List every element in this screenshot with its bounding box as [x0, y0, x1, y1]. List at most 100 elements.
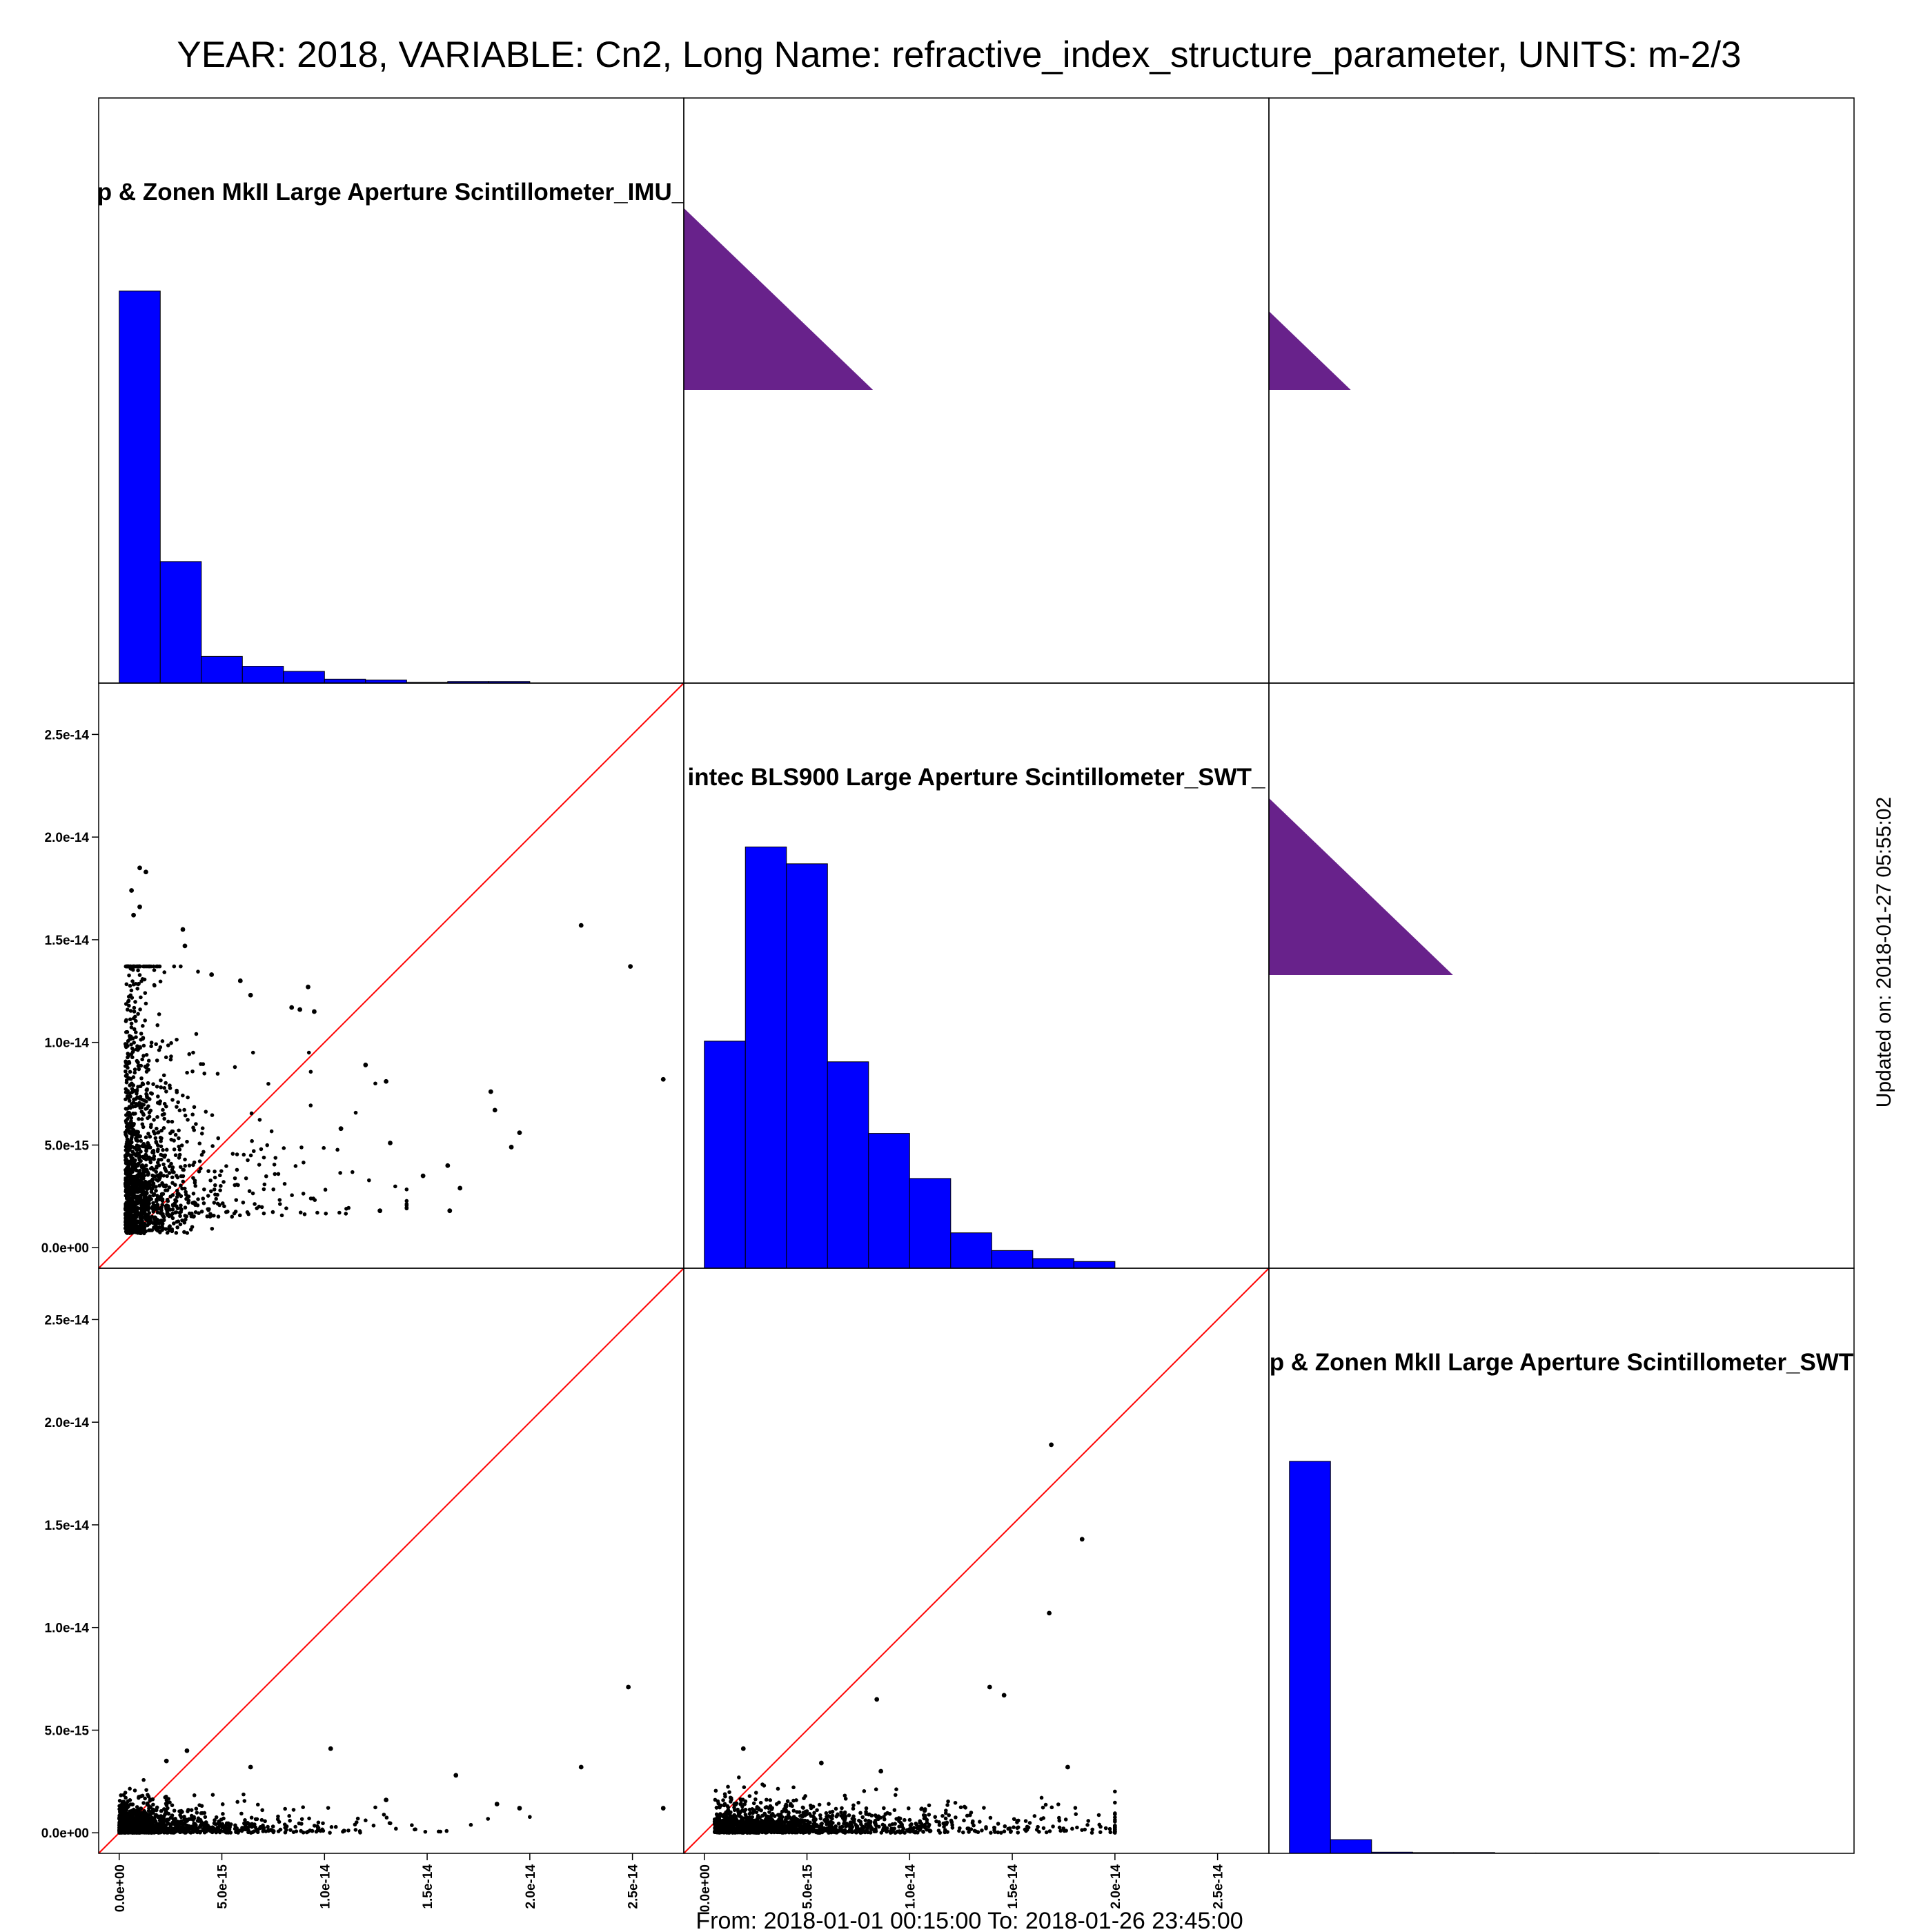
scatter-point: [1016, 1831, 1021, 1835]
scatter-point: [1083, 1827, 1087, 1832]
y-tick-label: 1.5e-14: [45, 1519, 90, 1533]
scatter-point: [139, 1076, 144, 1081]
scatter-point: [152, 1132, 157, 1136]
scatter-point: [780, 1827, 785, 1832]
scatter-point: [996, 1822, 1000, 1826]
scatter-point: [801, 1811, 806, 1815]
scatter-point: [140, 1185, 144, 1190]
scatter-point: [164, 1184, 168, 1189]
scatter-point: [182, 1107, 186, 1112]
scatter-point: [834, 1828, 839, 1833]
scatter-point: [183, 1157, 187, 1162]
scatter-point: [144, 1070, 149, 1074]
scatter-point: [158, 1174, 163, 1179]
scatter-point: [166, 1213, 170, 1217]
scatter-point: [128, 1211, 133, 1216]
scatter-point: [302, 1161, 306, 1165]
scatter-point: [125, 1072, 129, 1077]
scatter-point: [1008, 1830, 1013, 1834]
scatter-point: [135, 1176, 140, 1181]
scatter-point: [298, 1210, 303, 1215]
scatter-point: [756, 1806, 761, 1811]
scatter-point: [190, 1829, 195, 1834]
scatter-point: [125, 1801, 129, 1806]
scatter-point: [312, 1009, 317, 1014]
scatter-point: [233, 1210, 238, 1214]
scatter-point: [732, 1802, 737, 1806]
scatter-point: [768, 1804, 773, 1808]
scatter-point: [927, 1828, 931, 1833]
scatter-point: [150, 1165, 154, 1170]
scatter-point: [135, 1147, 140, 1152]
scatter-point: [893, 1831, 898, 1835]
scatter-point: [1012, 1817, 1016, 1822]
scatter-point: [157, 1814, 161, 1819]
scatter-point: [189, 1808, 194, 1813]
scatter-point: [737, 1775, 741, 1780]
scatter-point: [800, 1813, 805, 1817]
scatter-point: [388, 1821, 393, 1826]
scatter-point: [989, 1831, 993, 1835]
scatter-point: [961, 1830, 965, 1835]
scatter-point: [135, 964, 139, 969]
scatter-point: [251, 1829, 255, 1834]
scatter-point: [188, 1829, 192, 1834]
scatter-point: [203, 1815, 208, 1820]
scatter-point: [133, 1158, 137, 1163]
scatter-point: [157, 1183, 161, 1188]
scatter-point: [153, 1814, 157, 1819]
scatter-point: [161, 1174, 166, 1178]
scatter-point: [126, 1007, 130, 1012]
scatter-point: [151, 1802, 155, 1807]
scatter-point: [194, 1806, 199, 1811]
scatter-point: [838, 1828, 842, 1832]
scatter-point: [842, 1811, 847, 1816]
scatter-point: [157, 1827, 161, 1831]
scatter-point: [453, 1773, 459, 1778]
scatter-point: [241, 1792, 246, 1797]
scatter-point: [187, 1817, 191, 1822]
scatter-point: [791, 1798, 796, 1803]
scatter-point: [141, 1199, 146, 1203]
identity-line: [98, 682, 684, 1269]
scatter-point: [777, 1823, 781, 1828]
scatter-point: [153, 1136, 158, 1141]
scatter-point: [660, 1806, 666, 1811]
scatter-point: [173, 1183, 177, 1187]
scatter-point: [182, 1817, 186, 1822]
scatter-point: [1113, 1815, 1117, 1820]
scatter-point: [171, 1831, 175, 1835]
scatter-point: [287, 1814, 291, 1818]
scatter-point: [266, 1824, 270, 1829]
scatter-point: [141, 1043, 146, 1048]
scatter-point: [138, 1096, 143, 1101]
y-tick-label: 2.0e-14: [45, 831, 90, 845]
scatter-point: [255, 1830, 260, 1835]
scatter-point: [262, 1155, 266, 1160]
scatter-point: [124, 1820, 129, 1824]
scatter-point: [936, 1828, 941, 1833]
scatter-point: [738, 1797, 743, 1802]
scatter-point: [756, 1813, 760, 1818]
scatter-point: [282, 1146, 286, 1150]
scatter-point: [864, 1806, 869, 1811]
scatter-point: [155, 1199, 159, 1203]
scatter-point: [152, 983, 157, 988]
scatter-point: [134, 1226, 139, 1230]
scatter-point: [143, 1796, 147, 1801]
scatter-point: [333, 1824, 338, 1829]
scatter-point: [194, 1032, 199, 1036]
scatter-point: [177, 1108, 182, 1113]
scatter-point: [173, 1132, 178, 1137]
scatter-point: [371, 1823, 376, 1828]
x-tick-label: 0.0e+00: [113, 1864, 128, 1912]
scatter-point: [124, 1795, 128, 1800]
scatter-point: [183, 1827, 187, 1831]
scatter-point: [769, 1807, 774, 1811]
scatter-point: [136, 1012, 140, 1016]
scatter-point: [290, 1193, 294, 1197]
scatter-point: [760, 1813, 765, 1818]
scatter-point: [190, 1069, 195, 1074]
scatter-point: [784, 1824, 789, 1828]
scatter-point: [1057, 1815, 1061, 1820]
